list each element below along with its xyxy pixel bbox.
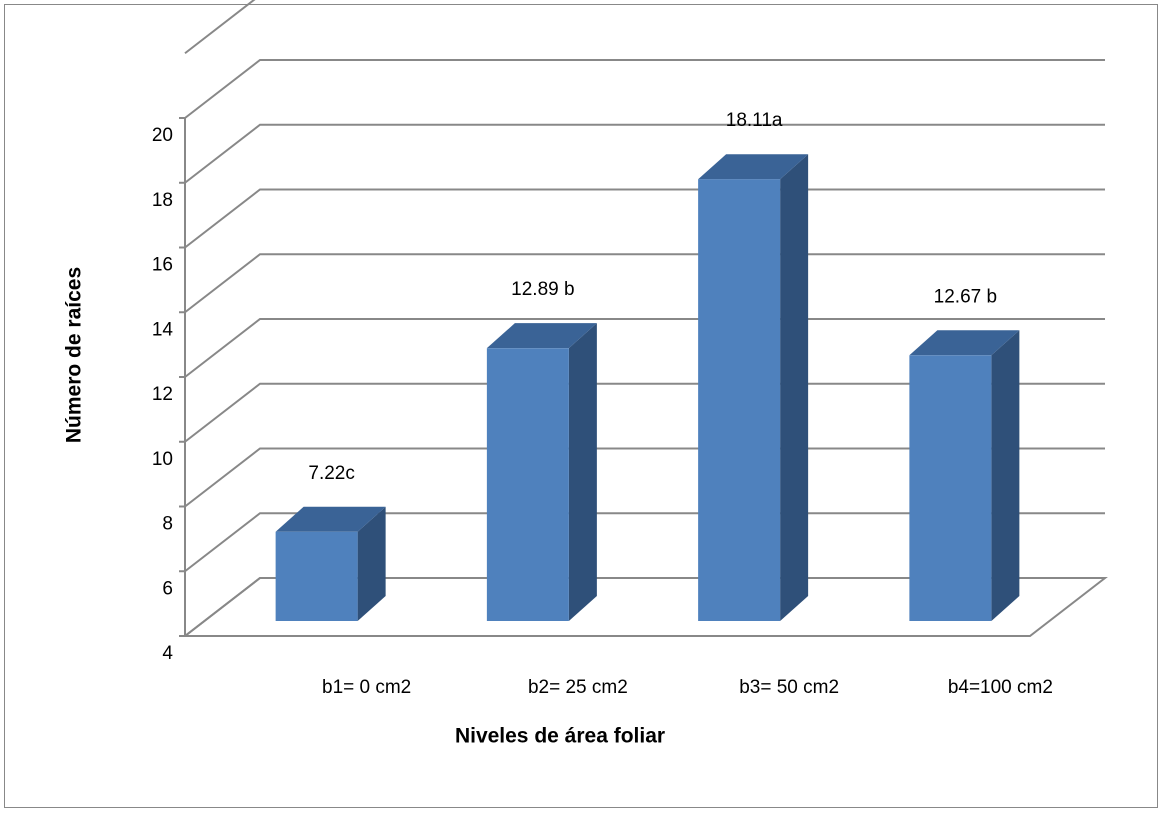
bar-side	[780, 154, 809, 621]
x-tick-label: b2= 25 cm2	[528, 677, 628, 698]
y-tick-label: 18	[152, 190, 173, 211]
y-tick-label: 4	[162, 643, 173, 664]
x-axis-title: Niveles de área foliar	[455, 725, 665, 748]
y-tick-label: 10	[152, 449, 173, 470]
y-tick-label: 8	[162, 514, 173, 535]
y-tick-label: 14	[152, 319, 174, 340]
x-tick-label: b4=100 cm2	[948, 677, 1053, 698]
bar	[698, 179, 781, 621]
bar	[275, 531, 358, 621]
y-tick-label: 6	[162, 578, 173, 599]
bar-top	[275, 506, 386, 532]
grid-line	[184, 577, 1105, 637]
value-label: 18.11a	[726, 110, 783, 131]
y-tick-label: 16	[152, 255, 173, 276]
y-tick-label: 12	[152, 384, 173, 405]
x-tick-label: b1= 0 cm2	[322, 677, 411, 698]
value-label: 12.67 b	[934, 286, 997, 307]
grid-line	[184, 188, 1105, 249]
back-wall-edge	[184, 0, 256, 55]
grid-line	[184, 253, 1105, 314]
grid-line	[184, 382, 1105, 443]
y-tick-label: 20	[152, 125, 173, 146]
y-axis-title: Número de raíces	[63, 267, 86, 443]
bar-side	[357, 506, 386, 621]
x-tick-label: b3= 50 cm2	[739, 677, 839, 698]
grid-line	[184, 123, 1105, 184]
grid-line	[184, 512, 1105, 573]
bar-top	[698, 154, 809, 180]
bar-side	[991, 330, 1020, 621]
bar-top	[909, 330, 1020, 356]
grid-line	[184, 447, 1105, 508]
bar-side	[568, 323, 597, 621]
value-label: 12.89 b	[511, 279, 574, 300]
bar	[909, 355, 992, 621]
grid-line	[184, 318, 1105, 378]
bar-top	[486, 323, 597, 349]
bar	[486, 348, 569, 621]
value-label: 7.22c	[308, 463, 354, 484]
grid-line	[184, 59, 1105, 119]
